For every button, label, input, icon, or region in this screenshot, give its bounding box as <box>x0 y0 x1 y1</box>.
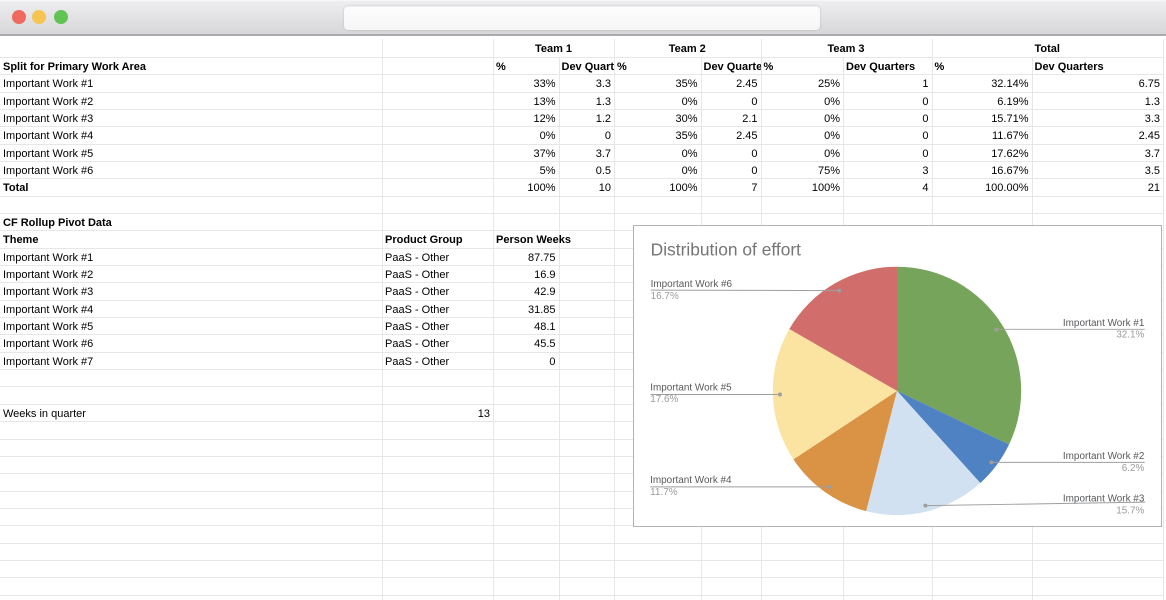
svg-text:Important Work #1: Important Work #1 <box>1063 318 1145 329</box>
svg-text:Important Work #6: Important Work #6 <box>651 279 733 290</box>
svg-text:6.2%: 6.2% <box>1122 463 1145 474</box>
svg-text:Important Work #3: Important Work #3 <box>1063 493 1145 504</box>
svg-text:11.7%: 11.7% <box>650 487 678 498</box>
svg-text:15.7%: 15.7% <box>1116 506 1144 517</box>
svg-text:32.1%: 32.1% <box>1116 330 1144 341</box>
svg-text:17.6%: 17.6% <box>650 394 678 405</box>
svg-text:16.7%: 16.7% <box>651 291 679 302</box>
svg-text:Distribution of effort: Distribution of effort <box>651 240 802 260</box>
svg-text:Important Work #5: Important Work #5 <box>650 383 732 394</box>
svg-text:Important Work #4: Important Work #4 <box>650 475 732 486</box>
svg-text:Important Work #2: Important Work #2 <box>1063 451 1145 462</box>
